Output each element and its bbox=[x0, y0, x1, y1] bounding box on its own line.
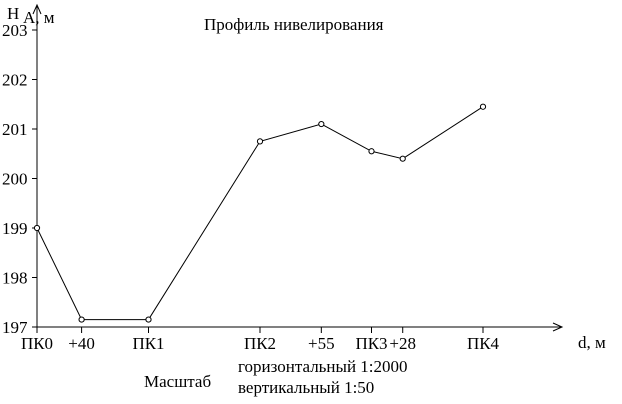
scale-horizontal: горизонтальный 1:2000 bbox=[238, 357, 408, 376]
y-axis-label-sub: А, м bbox=[23, 8, 55, 27]
x-tick-label: +28 bbox=[389, 334, 416, 353]
scale-vertical: вертикальный 1:50 bbox=[238, 378, 374, 397]
data-point bbox=[256, 138, 264, 145]
y-tick-label: 199 bbox=[2, 219, 28, 238]
x-tick-label: +40 bbox=[68, 334, 95, 353]
y-tick-label: 202 bbox=[2, 71, 28, 90]
scale-label: Масштаб bbox=[144, 372, 211, 391]
data-point bbox=[399, 155, 406, 162]
data-point bbox=[318, 120, 325, 128]
y-axis-label: Н bbox=[7, 4, 19, 23]
y-tick-label: 200 bbox=[2, 170, 28, 189]
data-point bbox=[78, 316, 85, 323]
y-tick-label: 197 bbox=[2, 318, 28, 337]
x-tick-label: ПК1 bbox=[132, 334, 164, 353]
y-tick-label: 198 bbox=[2, 269, 28, 288]
data-point bbox=[368, 148, 375, 155]
data-point bbox=[479, 103, 487, 110]
chart-title: Профиль нивелирования bbox=[204, 15, 384, 34]
y-ticks: 197 198 199 200 201 202 203 bbox=[2, 21, 37, 337]
data-point bbox=[33, 224, 41, 232]
y-axis-arrow bbox=[32, 3, 42, 15]
x-tick-label: ПК0 bbox=[21, 334, 53, 353]
x-axis-arrow bbox=[552, 322, 564, 332]
x-tick-label: +55 bbox=[308, 334, 335, 353]
series-profile bbox=[33, 103, 487, 323]
x-tick-label: ПК2 bbox=[244, 334, 276, 353]
x-ticks: ПК0 +40 ПК1 ПК2 +55 ПК3 +28 ПК4 bbox=[21, 327, 500, 353]
data-point bbox=[145, 316, 152, 323]
x-tick-label: ПК3 bbox=[355, 334, 387, 353]
x-tick-label: ПК4 bbox=[467, 334, 500, 353]
y-tick-label: 203 bbox=[2, 21, 28, 40]
y-tick-label: 201 bbox=[2, 120, 28, 139]
x-axis-label: d, м bbox=[578, 333, 606, 352]
profile-line bbox=[36, 106, 484, 321]
